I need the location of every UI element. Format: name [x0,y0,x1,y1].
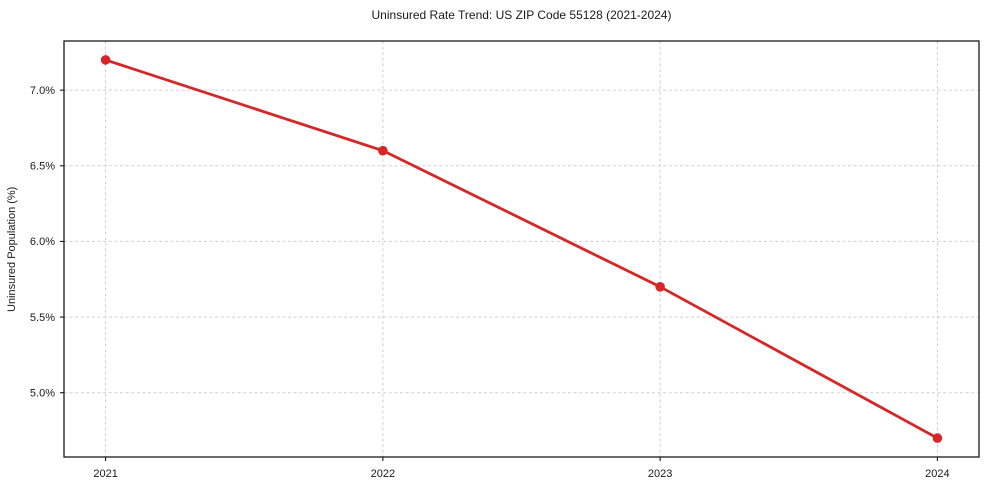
y-tick-label: 6.0% [30,236,55,248]
y-tick-label: 7.0% [30,85,55,97]
x-tick-label: 2022 [371,468,395,480]
x-tick-label: 2024 [925,468,949,480]
chart-title: Uninsured Rate Trend: US ZIP Code 55128 … [371,8,672,22]
x-tick-label: 2021 [93,468,117,480]
data-point-2021 [100,55,111,65]
plot-border [63,40,980,458]
data-point-2024 [932,433,943,443]
y-tick-label: 6.5% [30,161,55,173]
data-point-2023 [655,282,665,292]
y-tick-label: 5.0% [30,388,55,400]
y-tick-label: 5.5% [30,312,55,324]
trend-line [104,58,939,440]
data-point-2022 [378,145,388,156]
x-tick-label: 2023 [648,468,672,480]
